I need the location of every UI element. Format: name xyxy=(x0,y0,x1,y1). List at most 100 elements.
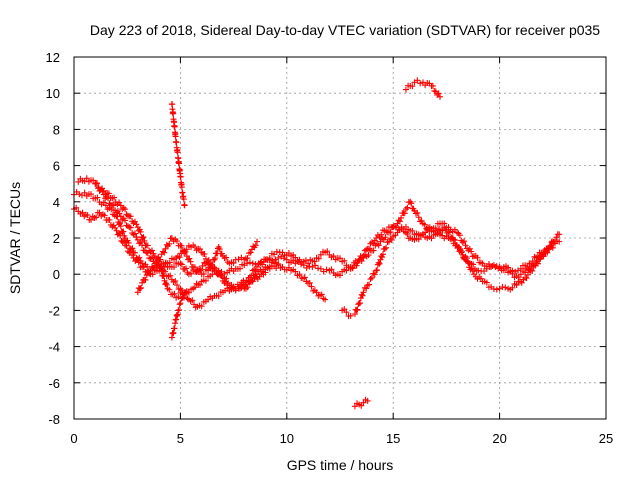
data-point xyxy=(172,278,179,285)
data-point xyxy=(417,80,424,87)
data-point xyxy=(173,139,180,146)
y-tick-label: 8 xyxy=(53,122,60,137)
series-track-d xyxy=(71,204,282,294)
data-point xyxy=(199,262,206,269)
data-point xyxy=(191,264,198,271)
data-point xyxy=(178,261,185,268)
data-point xyxy=(330,253,337,260)
data-point xyxy=(439,227,446,234)
data-point xyxy=(244,260,251,267)
data-point xyxy=(79,209,86,216)
data-point xyxy=(375,259,382,266)
data-point xyxy=(254,263,261,270)
data-point xyxy=(184,295,191,302)
data-point xyxy=(149,271,156,278)
data-point xyxy=(422,229,429,236)
data-point xyxy=(539,253,546,260)
data-point xyxy=(446,229,453,236)
data-point xyxy=(198,303,205,310)
data-point xyxy=(150,264,157,271)
data-point xyxy=(196,267,203,274)
data-point xyxy=(311,258,318,265)
y-tick-label: 10 xyxy=(46,86,60,101)
data-point xyxy=(343,309,350,316)
data-point xyxy=(378,231,385,238)
data-point xyxy=(249,260,256,267)
data-point xyxy=(358,402,365,409)
data-point xyxy=(371,237,378,244)
data-point xyxy=(218,272,225,279)
data-point xyxy=(370,270,377,277)
data-point xyxy=(75,178,82,185)
data-point xyxy=(208,261,215,268)
data-point xyxy=(120,204,127,211)
data-point xyxy=(337,272,343,279)
data-point xyxy=(120,228,127,235)
data-point xyxy=(263,256,270,263)
data-point xyxy=(518,279,525,286)
data-point xyxy=(106,216,113,223)
data-point xyxy=(527,267,534,274)
data-point xyxy=(381,245,388,252)
y-tick-label: -8 xyxy=(48,412,60,427)
data-point xyxy=(133,234,140,241)
data-point xyxy=(429,82,436,89)
data-point xyxy=(235,285,242,292)
data-point xyxy=(434,229,441,236)
data-point xyxy=(244,284,251,291)
data-point xyxy=(171,123,178,130)
data-point xyxy=(176,301,183,308)
data-point xyxy=(376,260,383,267)
y-tick-label: 0 xyxy=(53,267,60,282)
data-point xyxy=(111,194,118,201)
data-point xyxy=(466,245,473,252)
data-point xyxy=(404,204,411,211)
data-point xyxy=(130,220,137,227)
data-point xyxy=(553,234,560,241)
data-point xyxy=(84,212,91,219)
data-point xyxy=(390,224,397,231)
data-point xyxy=(83,175,90,182)
x-axis-label: GPS time / hours xyxy=(287,457,394,473)
data-point xyxy=(132,230,139,237)
data-point xyxy=(135,259,142,266)
data-point xyxy=(523,275,530,282)
data-point xyxy=(375,242,382,249)
data-point xyxy=(246,259,253,266)
data-point xyxy=(343,267,350,274)
data-point xyxy=(100,187,107,194)
data-point xyxy=(360,289,367,296)
data-point xyxy=(151,263,158,270)
data-point xyxy=(354,306,361,313)
data-point xyxy=(383,228,390,235)
data-point xyxy=(181,265,188,272)
data-point xyxy=(244,255,251,262)
data-point xyxy=(166,259,173,266)
data-point xyxy=(493,286,500,293)
data-point xyxy=(123,242,130,249)
data-point xyxy=(363,285,370,292)
data-point xyxy=(324,248,331,255)
data-point xyxy=(127,248,134,255)
data-point xyxy=(127,213,134,220)
data-point xyxy=(415,236,422,243)
data-point xyxy=(223,254,230,261)
data-point xyxy=(236,265,243,272)
data-point xyxy=(136,285,143,292)
series-track-b xyxy=(75,175,558,311)
data-point xyxy=(398,214,405,221)
data-point xyxy=(174,149,181,156)
data-point xyxy=(175,306,182,313)
data-point xyxy=(201,251,208,258)
data-point xyxy=(117,223,124,230)
data-point xyxy=(137,228,144,235)
data-point xyxy=(230,260,237,267)
data-point xyxy=(371,271,378,278)
data-point xyxy=(122,217,129,224)
data-point xyxy=(96,209,103,216)
data-point xyxy=(130,254,137,261)
data-point xyxy=(162,245,169,252)
series-cluster-high xyxy=(402,77,444,100)
series-track-g xyxy=(339,306,354,320)
